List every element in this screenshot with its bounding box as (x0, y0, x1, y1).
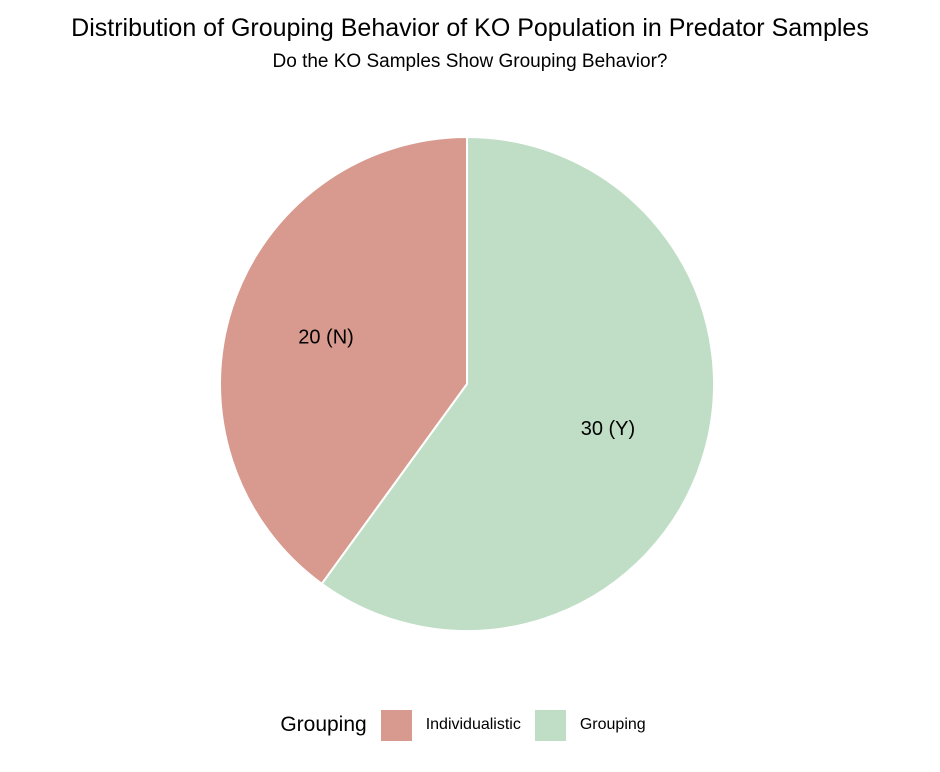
legend-item-grouping: Grouping (534, 709, 646, 741)
chart-title: Distribution of Grouping Behavior of KO … (71, 14, 869, 42)
slice-label-individualistic: 20 (N) (298, 326, 354, 348)
legend-label-individualistic: Individualistic (425, 716, 521, 733)
legend-swatch-grouping (534, 709, 566, 741)
legend-title: Grouping (280, 713, 367, 736)
legend: Grouping Individualistic Grouping (0, 704, 940, 746)
pie-slice-individualistic (219, 135, 468, 586)
legend-item-individualistic: Individualistic (380, 709, 521, 741)
legend-swatch-individualistic (380, 709, 412, 741)
chart-subtitle: Do the KO Samples Show Grouping Behavior… (272, 51, 668, 72)
legend-label-grouping: Grouping (579, 716, 646, 733)
slice-label-grouping: 30 (Y) (581, 418, 635, 440)
pie-slice-grouping (320, 135, 715, 632)
